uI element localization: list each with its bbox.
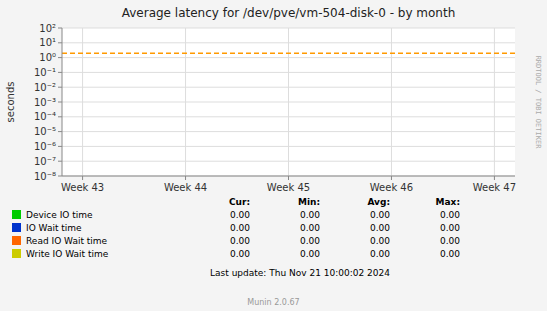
table-value: 0.00	[230, 210, 250, 220]
watermark: Munin 2.0.67	[247, 298, 299, 307]
x-tick-label: Week 44	[164, 182, 207, 193]
x-axis	[62, 176, 515, 177]
grid-line	[494, 28, 495, 176]
tick-mark	[58, 42, 62, 43]
table-value: 0.00	[370, 223, 390, 233]
y-tick-label: 10²	[39, 23, 56, 34]
x-tick-label: Week 43	[61, 182, 104, 193]
x-tick-label: Week 46	[370, 182, 413, 193]
chart: Average latency for /dev/pve/vm-504-disk…	[0, 0, 547, 311]
legend-swatch	[12, 249, 21, 258]
tick-mark	[58, 57, 62, 58]
tick-mark	[494, 176, 495, 180]
legend-swatch	[12, 223, 21, 232]
tick-mark	[58, 87, 62, 88]
table-value: 0.00	[230, 223, 250, 233]
table-value: 0.00	[440, 210, 460, 220]
tick-mark	[58, 28, 62, 29]
table-value: 0.00	[300, 249, 320, 259]
x-tick-label: Week 47	[473, 182, 516, 193]
y-tick-label: 10¹	[39, 37, 56, 48]
tick-mark	[288, 176, 289, 180]
grid-line	[391, 28, 392, 176]
table-value: 0.00	[440, 249, 460, 259]
table-value: 0.00	[370, 236, 390, 246]
y-tick-label: 10⁻³	[34, 97, 56, 108]
y-tick-label: 10⁻⁵	[34, 126, 56, 137]
tick-mark	[185, 176, 186, 180]
tick-mark	[58, 161, 62, 162]
legend-swatch	[12, 210, 21, 219]
table-value: 0.00	[370, 210, 390, 220]
table-value: 0.00	[440, 223, 460, 233]
title: Average latency for /dev/pve/vm-504-disk…	[122, 6, 456, 20]
table-value: 0.00	[230, 236, 250, 246]
y-tick-label: 10⁻⁸	[34, 171, 56, 182]
tick-mark	[58, 131, 62, 132]
grid-line	[185, 28, 186, 176]
reference-line	[62, 52, 515, 54]
legend-label: Device IO time	[26, 210, 93, 220]
background	[0, 0, 547, 311]
last-update: Last update: Thu Nov 21 10:00:02 2024	[210, 268, 390, 278]
table-value: 0.00	[440, 236, 460, 246]
legend-label: Write IO Wait time	[26, 249, 109, 259]
table-value: 0.00	[230, 249, 250, 259]
y-axis	[62, 28, 63, 176]
tick-mark	[58, 176, 62, 177]
tick-mark	[82, 176, 83, 180]
table-value: 0.00	[300, 223, 320, 233]
legend-label: IO Wait time	[26, 223, 82, 233]
table-value: 0.00	[300, 210, 320, 220]
table-value: 0.00	[370, 249, 390, 259]
plot-marks	[62, 53, 515, 54]
y-tick-label: 10⁰	[39, 52, 56, 63]
table-header: Max:	[436, 197, 460, 207]
grid-line	[62, 176, 515, 177]
grid-line	[82, 28, 83, 176]
x-tick-label: Week 45	[267, 182, 310, 193]
legend-swatch	[12, 236, 21, 245]
tick-mark	[58, 116, 62, 117]
table-header: Min:	[298, 197, 320, 207]
plot-area	[62, 28, 515, 176]
grid	[62, 28, 515, 176]
table-header: Cur:	[229, 197, 250, 207]
table-header: Avg:	[367, 197, 390, 207]
tick-mark	[58, 72, 62, 73]
tick-mark	[58, 146, 62, 147]
y-tick-label: 10⁻¹	[34, 67, 56, 78]
y-tick-label: 10⁻⁷	[34, 156, 56, 167]
tick-mark	[391, 176, 392, 180]
legend-label: Read IO Wait time	[26, 236, 108, 246]
side-watermark: RRDTOOL / TOBI OETIKER	[534, 56, 542, 150]
grid-line	[288, 28, 289, 176]
y-axis-label: seconds	[5, 82, 16, 123]
table-value: 0.00	[300, 236, 320, 246]
y-tick-label: 10⁻⁶	[34, 141, 56, 152]
y-tick-label: 10⁻⁴	[34, 111, 56, 122]
y-tick-label: 10⁻²	[34, 82, 56, 93]
tick-mark	[58, 102, 62, 103]
